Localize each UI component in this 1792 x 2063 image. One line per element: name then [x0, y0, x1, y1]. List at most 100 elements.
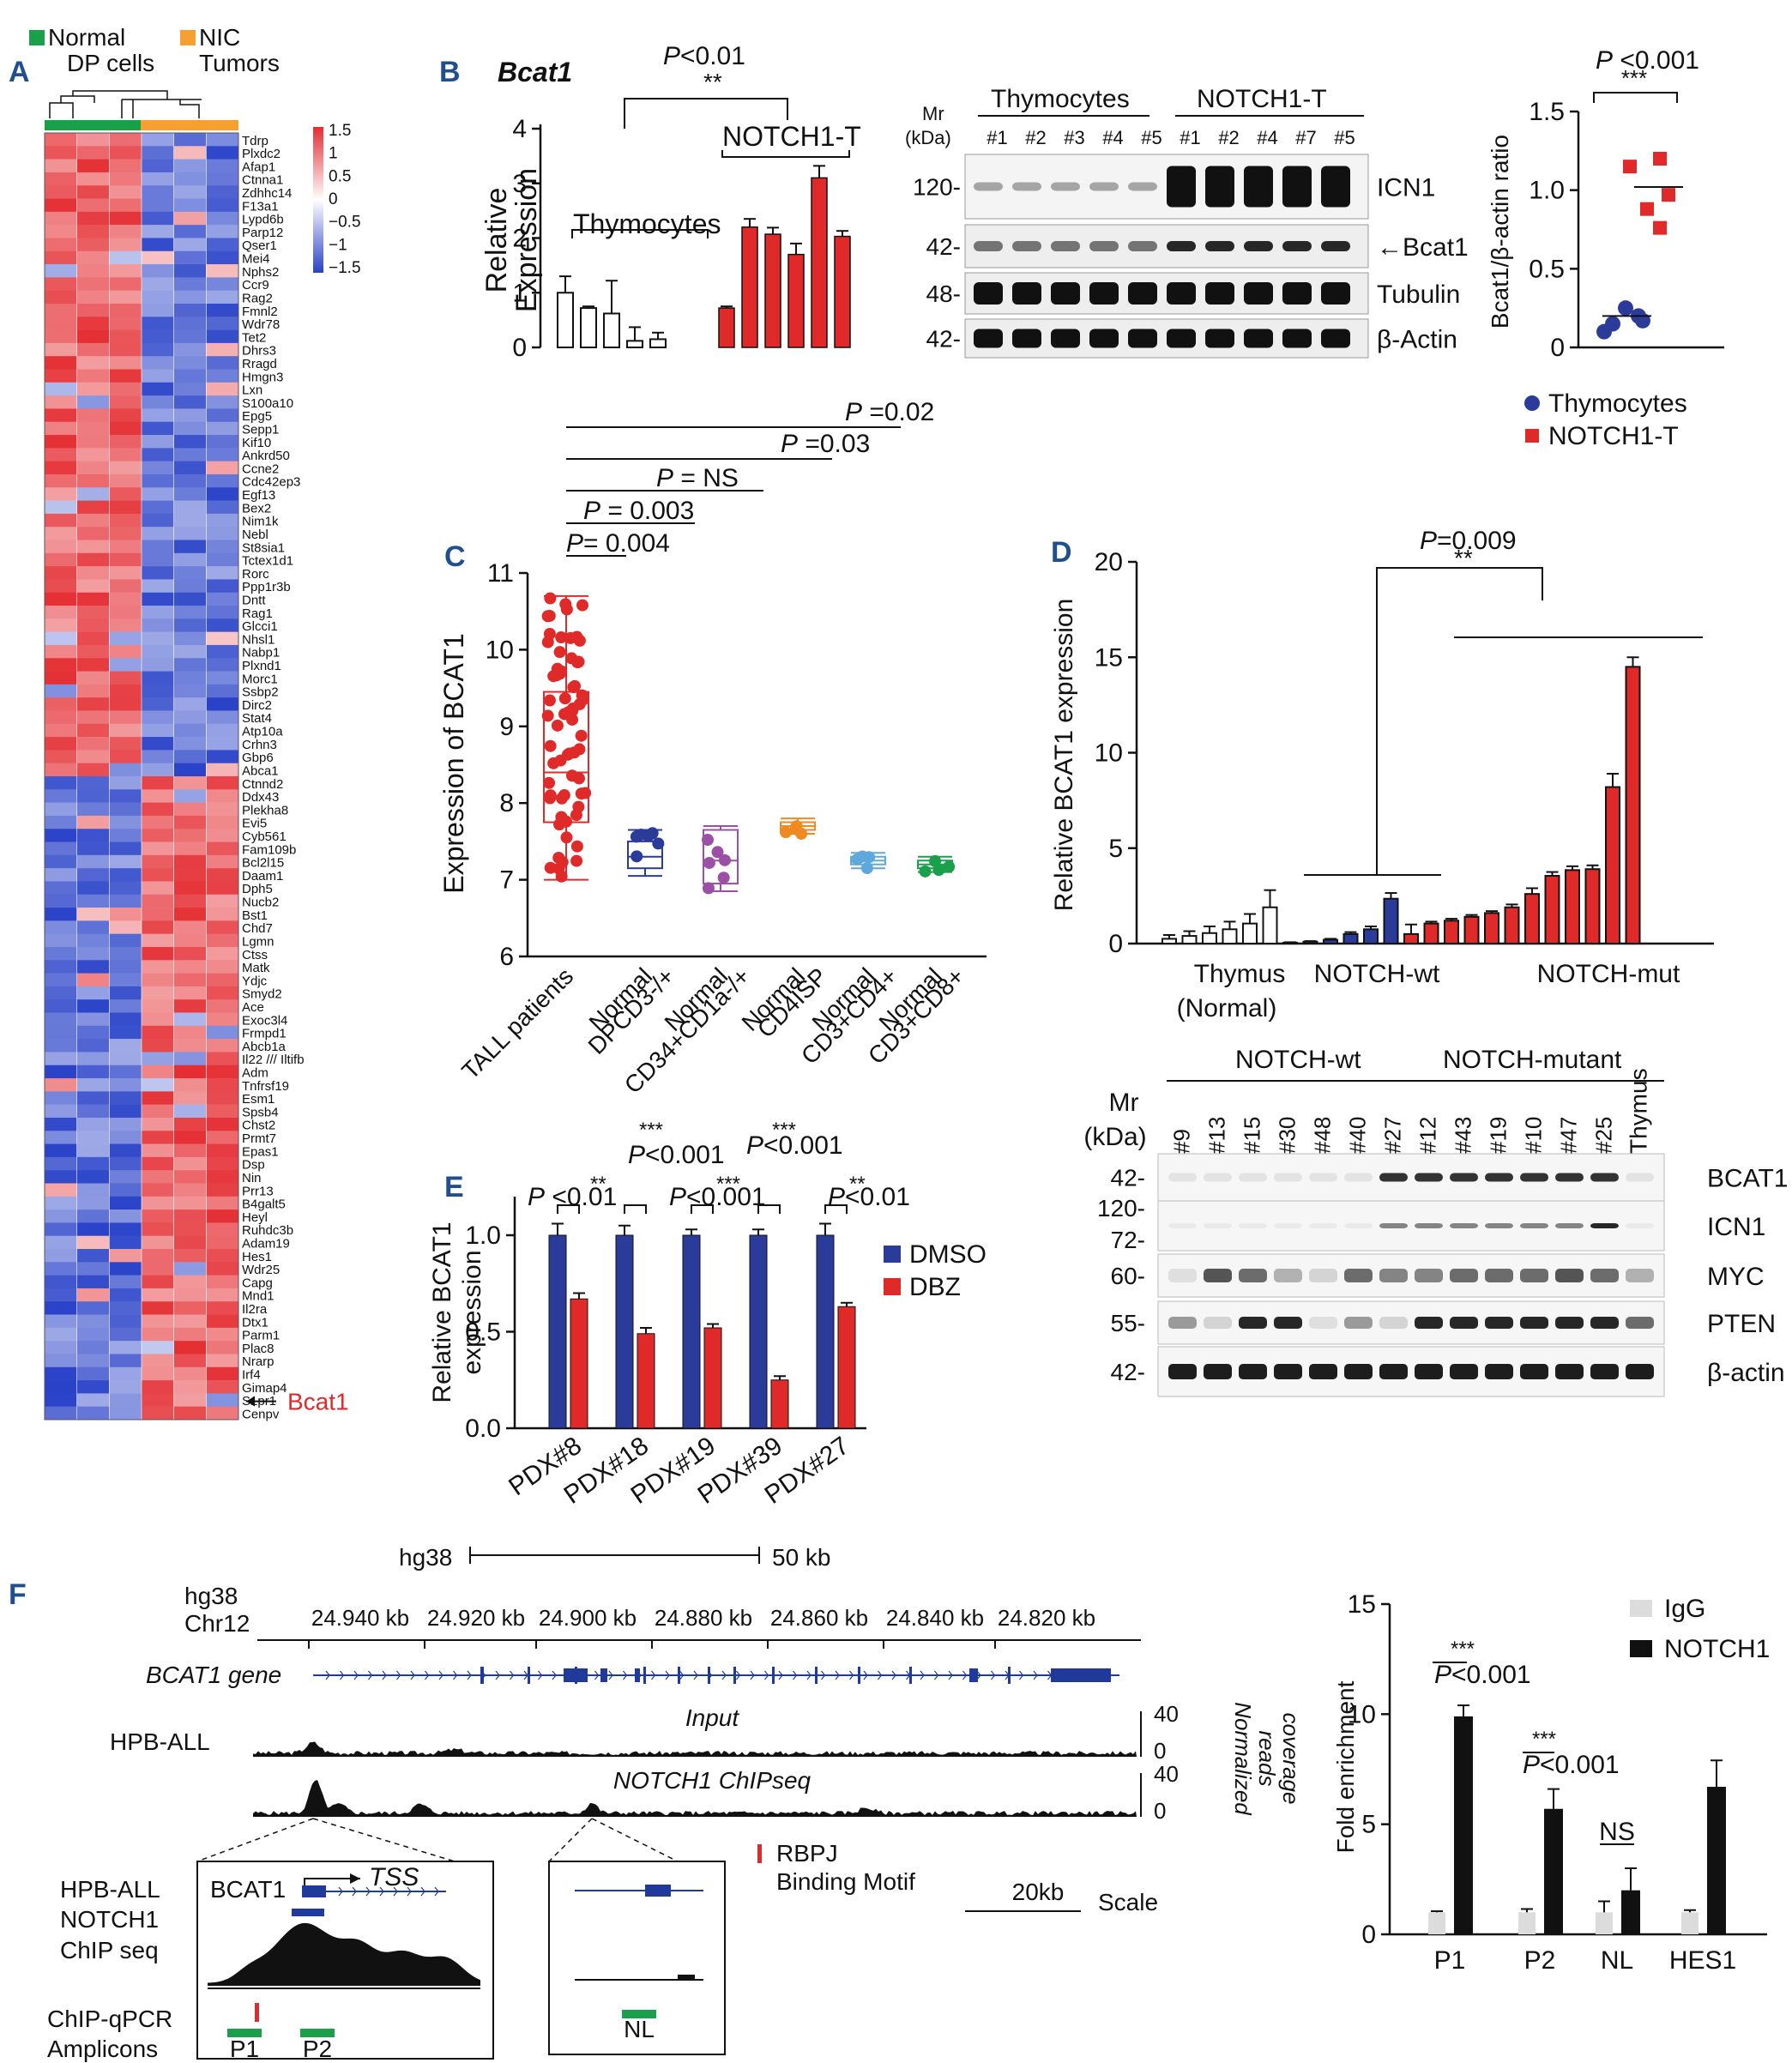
- gene-label: Capg: [242, 1276, 273, 1290]
- heatmap-cell: [76, 881, 110, 896]
- d-bar-2: [1484, 912, 1499, 945]
- heatmap-cell: [76, 776, 110, 790]
- f-genome-chrom: Chr12: [184, 1610, 250, 1637]
- gene-label: Nphs2: [242, 265, 279, 280]
- heatmap-cell: [76, 290, 110, 305]
- heatmap-cell: [45, 474, 77, 488]
- heatmap-cell: [142, 1327, 174, 1342]
- heatmap-cell: [173, 723, 207, 738]
- heatmap-cell: [45, 697, 77, 711]
- heatmap-cell: [45, 1012, 77, 1027]
- blot-lane-label: #4: [1257, 127, 1277, 148]
- e-bar-dbz: [570, 1298, 588, 1429]
- heatmap-cell: [173, 644, 207, 659]
- gene-label: Hmgn3: [242, 370, 283, 384]
- heatmap-cell: [109, 881, 142, 896]
- ratio-significance-bracket: [1593, 92, 1678, 103]
- heatmap-cell: [45, 815, 77, 829]
- e-legend-dmso-swatch: [884, 1246, 901, 1263]
- f-bar-notch1: [1454, 1716, 1473, 1934]
- heatmap-cell: [206, 960, 239, 974]
- heatmap-cell: [173, 986, 207, 1000]
- heatmap-cell: [76, 1196, 110, 1210]
- heatmap-cell: [109, 1209, 142, 1223]
- heatmap-cell: [206, 317, 239, 330]
- f-gene-exon: [635, 1668, 640, 1682]
- d-blot-band: [1239, 1317, 1267, 1329]
- gene-label: Wdr25: [242, 1263, 280, 1277]
- heatmap-cell: [45, 172, 77, 186]
- p-italic: P: [1523, 1751, 1540, 1779]
- heatmap-cell: [109, 146, 142, 160]
- heatmap-cell: [142, 789, 174, 803]
- heatmap-cell: [76, 960, 110, 974]
- heatmap-cell: [109, 618, 142, 632]
- e-bar-dmso: [749, 1234, 768, 1429]
- heatmap-cell: [109, 631, 142, 646]
- heatmap-cell: [76, 1039, 110, 1053]
- e-bar-dbz: [637, 1333, 655, 1429]
- heatmap-cell: [109, 225, 142, 238]
- d-blot-row: [1157, 1346, 1665, 1397]
- heatmap-cell: [173, 435, 207, 449]
- heatmap-cell: [142, 1065, 174, 1079]
- heatmap-cell: [45, 1393, 77, 1407]
- heatmap-cell: [142, 881, 174, 896]
- heatmap-cell: [206, 435, 239, 449]
- f-gene-strand-arrow: [438, 1670, 443, 1680]
- heatmap-cell: [173, 448, 207, 461]
- heatmap-cell: [45, 1025, 77, 1040]
- heatmap-cell: [142, 579, 174, 594]
- d-blot-band: [1274, 1269, 1302, 1282]
- panel-label-E: E: [444, 1171, 464, 1203]
- heatmap-cell: [76, 146, 110, 160]
- blot-lane-label: #3: [1064, 127, 1084, 148]
- f-coordinate-label: 24.880 kb: [655, 1605, 752, 1631]
- f-rbpj-legend-mark: [757, 1844, 762, 1863]
- heatmap-cell: [76, 697, 110, 711]
- heatmap-cell: [206, 1156, 239, 1171]
- heatmap-cell: [142, 763, 174, 777]
- e-pvalue: P<0.001: [746, 1131, 843, 1160]
- heatmap-cell: [206, 1143, 239, 1158]
- gene-label: Rorc: [242, 567, 269, 582]
- heatmap-cell: [173, 487, 207, 501]
- heatmap-cell: [45, 1117, 77, 1131]
- heatmap-cell: [109, 644, 142, 659]
- heatmap-cell: [109, 802, 142, 817]
- heatmap-cell: [45, 631, 77, 646]
- heatmap-cell: [45, 1183, 77, 1197]
- blot-band: [1128, 282, 1157, 305]
- f-input-coverage: [253, 1741, 1137, 1757]
- f-gene-strand-arrow: [538, 1670, 543, 1680]
- group-bar-normal: [45, 120, 141, 130]
- p-italic: P: [845, 398, 862, 426]
- f-bar-axis-tick-label: 0: [1361, 1921, 1376, 1949]
- heatmap-cell: [76, 1065, 110, 1079]
- blot-band: [1205, 282, 1234, 305]
- heatmap-cell: [206, 395, 239, 409]
- heatmap-cell: [206, 750, 239, 763]
- blot-band: [1051, 182, 1080, 191]
- blot-mw-marker: 48-: [926, 280, 961, 307]
- heatmap-cell: [45, 841, 77, 856]
- d-blot-row: [1157, 1300, 1665, 1345]
- e-bar-dmso: [816, 1234, 835, 1429]
- c-data-point: [558, 692, 571, 705]
- gene-label: Rag2: [242, 291, 273, 305]
- heatmap-cell: [142, 146, 174, 160]
- heatmap-cell: [76, 1314, 110, 1329]
- gene-label: Esm1: [242, 1092, 275, 1107]
- heatmap-cell: [45, 789, 77, 803]
- d-blot-band: [1379, 1269, 1408, 1282]
- heatmap-cell: [45, 225, 77, 238]
- gene-label: Frmpd1: [242, 1027, 287, 1041]
- heatmap-cell: [206, 146, 239, 160]
- p-rest: <0.001: [1540, 1751, 1620, 1779]
- heatmap-cell: [109, 277, 142, 291]
- e-stars: **: [590, 1173, 606, 1196]
- heatmap-cell: [173, 1209, 207, 1223]
- heatmap-cell: [45, 920, 77, 934]
- heatmap-cell: [76, 1052, 110, 1066]
- heatmap-cell: [206, 815, 239, 829]
